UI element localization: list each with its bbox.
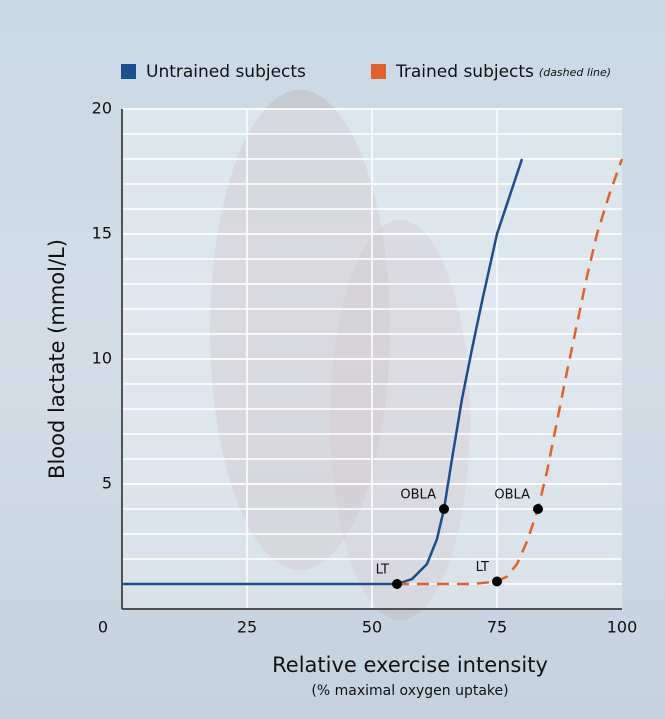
- annotation-point: [392, 579, 402, 589]
- legend-swatch: [371, 64, 386, 79]
- x-axis-sublabel: (% maximal oxygen uptake): [311, 683, 508, 699]
- chart: Relative exercise intensity (% maximal o…: [0, 0, 665, 719]
- y-tick-label: 15: [92, 224, 112, 243]
- legend-label: Trained subjects: [395, 62, 534, 82]
- x-tick-label: 75: [487, 618, 507, 637]
- annotation-point: [492, 577, 502, 587]
- y-tick-label: 10: [92, 349, 112, 368]
- x-tick-label: 100: [607, 618, 638, 637]
- annotation-label: OBLA: [494, 488, 530, 503]
- legend-label: Untrained subjects: [146, 62, 306, 82]
- y-axis-label: Blood lactate (mmol/L): [45, 239, 69, 479]
- legend-note: (dashed line): [539, 66, 611, 79]
- x-tick-label: 0: [98, 618, 108, 637]
- annotation-point: [533, 504, 543, 514]
- annotation-point: [439, 504, 449, 514]
- annotation-label: OBLA: [400, 488, 436, 503]
- annotation-label: LT: [476, 560, 489, 575]
- y-tick-label: 20: [92, 99, 112, 118]
- x-tick-label: 25: [237, 618, 257, 637]
- legend-swatch: [121, 64, 136, 79]
- annotation-label: LT: [376, 563, 389, 578]
- x-tick-label: 50: [362, 618, 382, 637]
- y-tick-label: 5: [102, 474, 112, 493]
- x-axis-label: Relative exercise intensity: [272, 653, 548, 677]
